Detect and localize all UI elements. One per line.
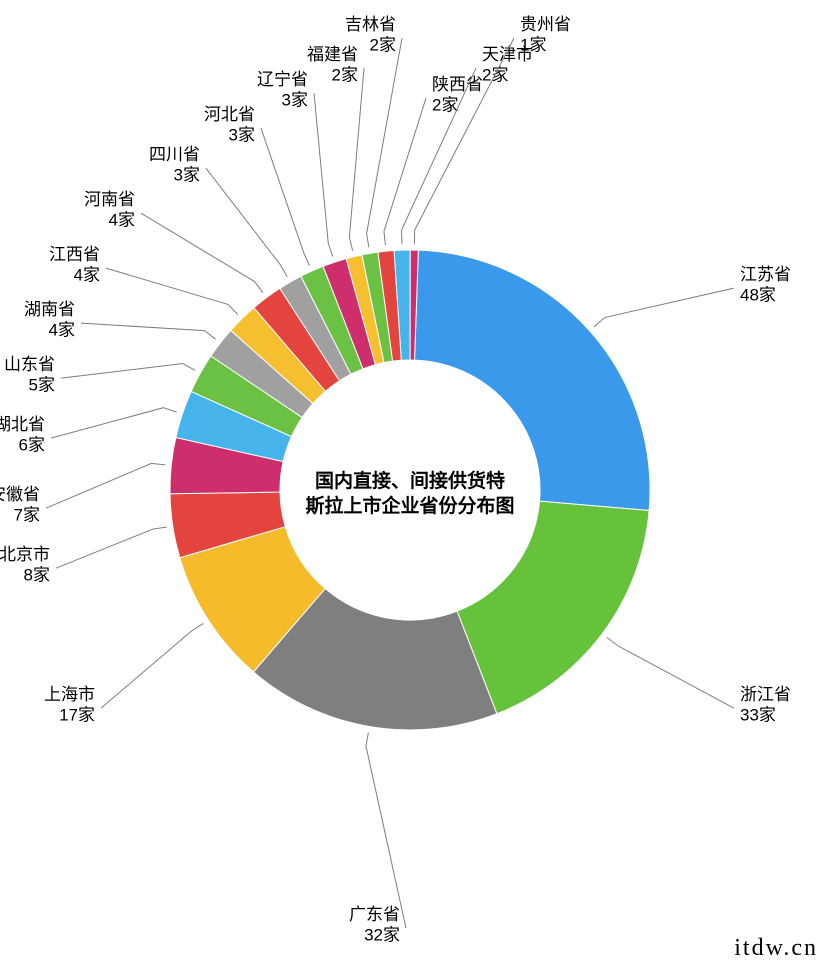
slice-label-name: 安徽省: [0, 485, 40, 504]
slice-label-value: 4家: [74, 265, 100, 284]
slice-label-value: 32家: [364, 925, 400, 944]
slice-label-name: 四川省: [149, 145, 200, 164]
slice-label-value: 8家: [24, 565, 50, 584]
donut-chart: 江苏省48家浙江省33家广东省32家 上海市17家 北京市8家 安徽省7家 湖北省6家 山…: [0, 0, 820, 964]
slice-label-name: 江苏省: [740, 265, 791, 284]
slice-label-value: 4家: [49, 320, 75, 339]
slice-label-name: 山东省: [4, 355, 55, 374]
slice-label-value: 5家: [29, 375, 55, 394]
slice-label-value: 6家: [19, 435, 45, 454]
slice-label-value: 33家: [740, 705, 776, 724]
slice-label-name: 河南省: [84, 190, 135, 209]
slice-label-value: 3家: [229, 125, 255, 144]
slice-label-value: 1家: [520, 35, 546, 54]
slice-label-name: 辽宁省: [257, 70, 308, 89]
slice-label-value: 2家: [432, 95, 458, 114]
slice-label-value: 4家: [109, 210, 135, 229]
slice-label-value: 2家: [370, 35, 396, 54]
slice-label-name: 贵州省: [520, 15, 571, 34]
slice-label-value: 3家: [174, 165, 200, 184]
slice-label-name: 河北省: [204, 105, 255, 124]
slice-label-value: 7家: [14, 505, 40, 524]
slice-label-value: 48家: [740, 285, 776, 304]
slice-label-name: 湖南省: [24, 300, 75, 319]
slice-label-name: 吉林省: [345, 15, 396, 34]
slice-label-name: 福建省: [307, 45, 358, 64]
slice-label-value: 3家: [282, 90, 308, 109]
slice-label-name: 湖北省: [0, 415, 45, 434]
slice-label-value: 17家: [59, 705, 95, 724]
slice-label-name: 北京市: [0, 545, 50, 564]
slice-label-name: 江西省: [49, 245, 100, 264]
slice-label-name: 陕西省: [432, 75, 483, 94]
slice-label-name: 广东省: [349, 905, 400, 924]
slice-label-name: 上海市: [44, 685, 95, 704]
slice-label-name: 浙江省: [740, 685, 791, 704]
watermark: itdw.cn: [734, 935, 818, 962]
slice-label-value: 2家: [332, 65, 358, 84]
